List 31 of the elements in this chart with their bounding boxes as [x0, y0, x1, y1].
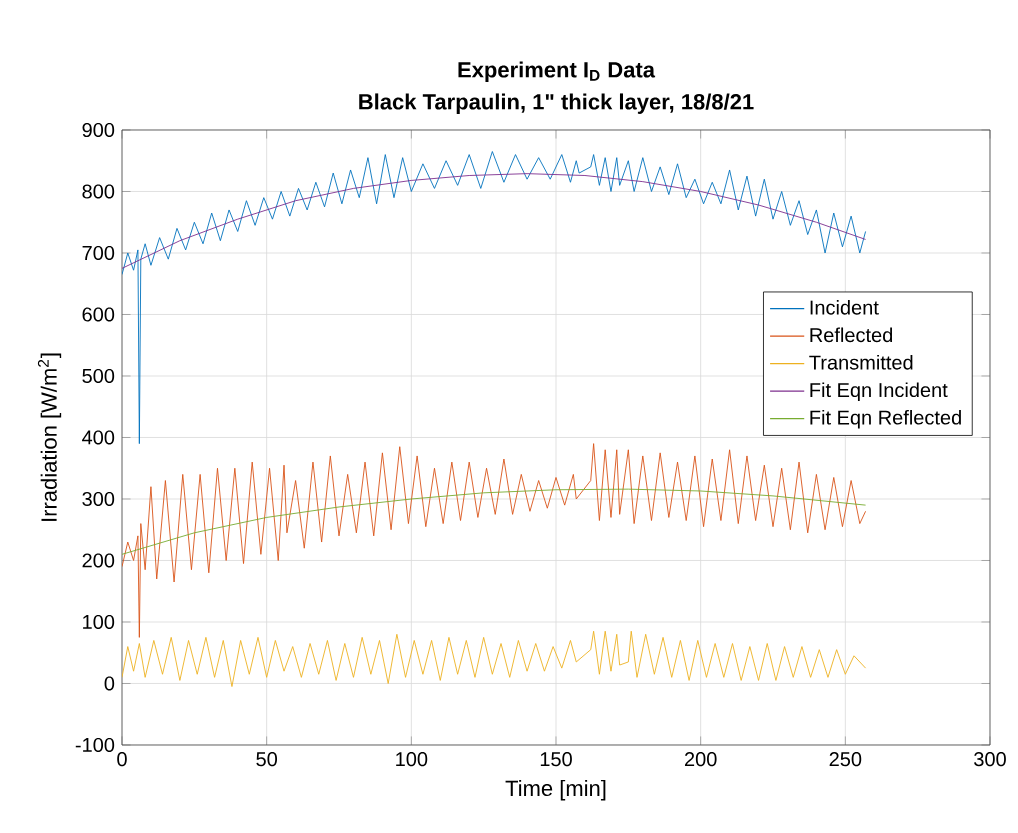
y-tick-label: 400 — [82, 430, 115, 445]
line-series — [122, 173, 867, 269]
y-tick-label: 900 — [82, 122, 115, 138]
x-tick-label: 0 — [117, 752, 127, 767]
y-tick-label: 500 — [82, 368, 115, 384]
y-tick-label: 200 — [82, 553, 115, 568]
y-tick-label: 600 — [82, 307, 115, 322]
line-series — [122, 443, 867, 638]
line-series — [122, 630, 867, 688]
legend-label: Reflected — [810, 327, 893, 343]
y-tick-label: 700 — [82, 245, 115, 261]
y-tick-label: -100 — [75, 737, 115, 753]
x-tick-label: 250 — [829, 752, 862, 767]
x-tick-label: 150 — [540, 752, 572, 767]
x-tick-label: 200 — [684, 752, 717, 767]
x-tick-label: 300 — [974, 752, 1006, 767]
y-tick-label: 800 — [82, 184, 115, 199]
legend-label: Fit Eqn Reflected — [810, 409, 961, 429]
y-tick-label: 100 — [83, 614, 115, 630]
line-series — [122, 488, 867, 555]
y-axis-title: Irradiation [W/m$^{2}$] — [37, 353, 62, 521]
legend-label: Incident — [810, 299, 879, 315]
x-tick-label: 50 — [256, 752, 278, 767]
y-tick-label: 300 — [82, 491, 115, 507]
x-axis-title: Time [min] — [505, 779, 606, 801]
legend-label: Transmitted — [809, 354, 913, 370]
chart-title: Experiment I$_{D}$ Data — [458, 61, 656, 82]
legend-label: Fit Eqn Incident — [810, 382, 948, 402]
y-tick-label: 0 — [104, 676, 115, 691]
x-tick-label: 100 — [396, 752, 428, 767]
chart-subtitle: Black Tarpaulin, 1" thick layer, 18/8/21 — [359, 93, 754, 114]
